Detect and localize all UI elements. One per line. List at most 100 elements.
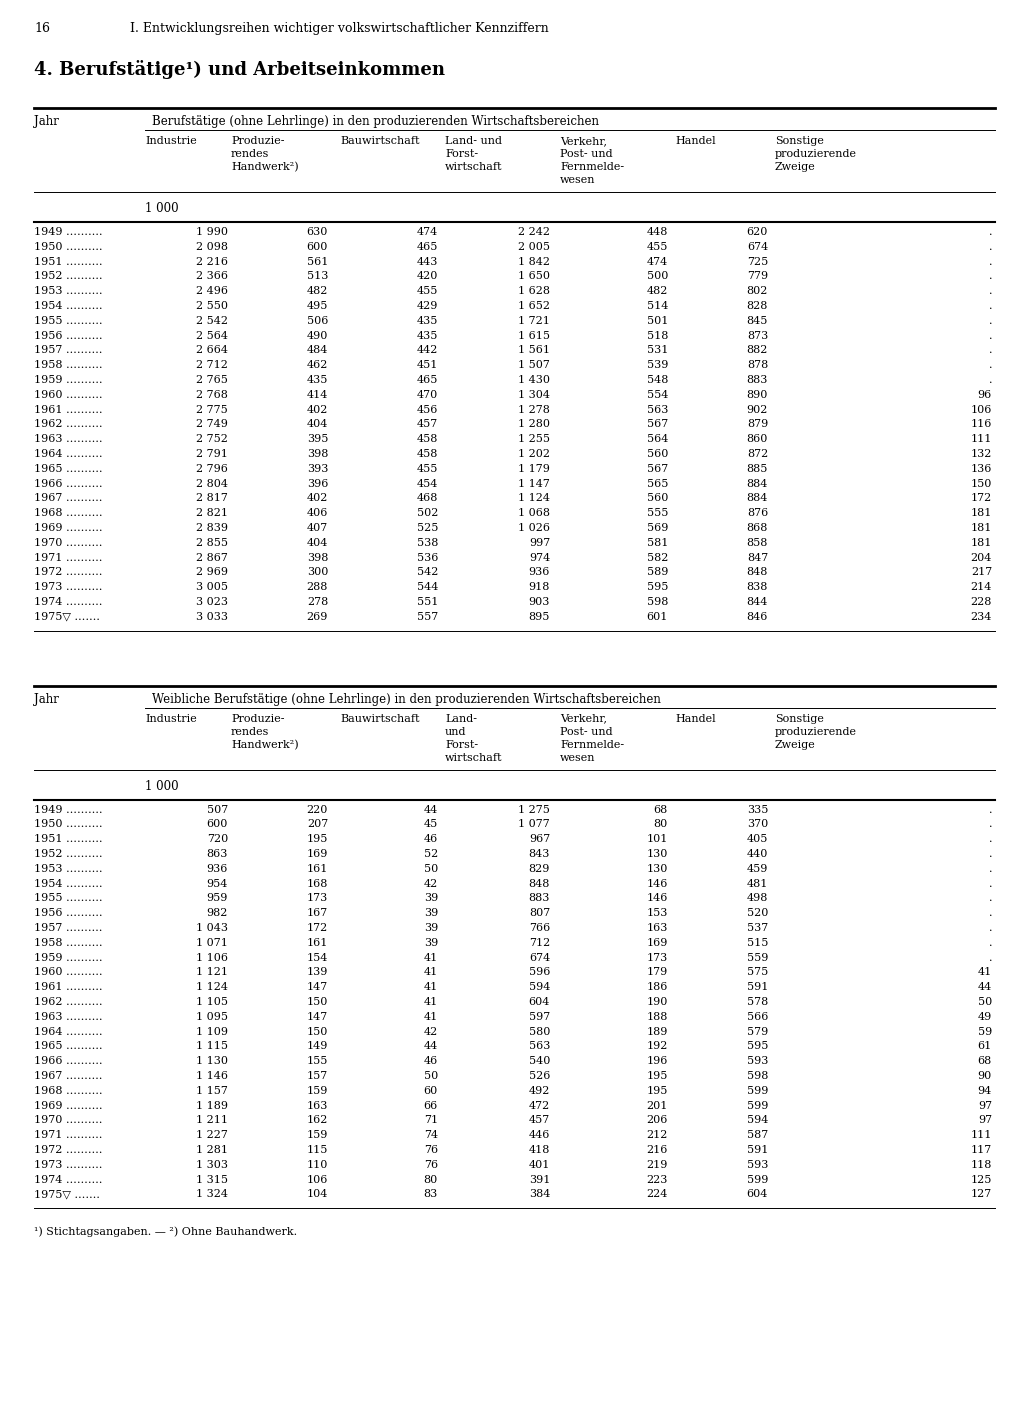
Text: 157: 157 — [307, 1071, 328, 1081]
Text: 520: 520 — [746, 908, 768, 918]
Text: .: . — [988, 242, 992, 252]
Text: 1 561: 1 561 — [518, 345, 550, 355]
Text: 1 304: 1 304 — [518, 389, 550, 400]
Text: 1 652: 1 652 — [518, 301, 550, 311]
Text: 1 278: 1 278 — [518, 405, 550, 415]
Text: 68: 68 — [978, 1056, 992, 1065]
Text: 455: 455 — [417, 464, 438, 474]
Text: 1961 ……….: 1961 ………. — [34, 405, 102, 415]
Text: 1 068: 1 068 — [518, 508, 550, 518]
Text: 599: 599 — [746, 1085, 768, 1095]
Text: 76: 76 — [424, 1160, 438, 1170]
Text: 90: 90 — [978, 1071, 992, 1081]
Text: 863: 863 — [207, 849, 228, 859]
Text: Sonstige: Sonstige — [775, 136, 824, 146]
Text: 414: 414 — [306, 389, 328, 400]
Text: und: und — [445, 726, 467, 737]
Text: 188: 188 — [646, 1012, 668, 1022]
Text: 890: 890 — [746, 389, 768, 400]
Text: 482: 482 — [646, 286, 668, 296]
Text: 599: 599 — [746, 1101, 768, 1111]
Text: .: . — [988, 316, 992, 325]
Text: 468: 468 — [417, 494, 438, 504]
Text: 506: 506 — [306, 316, 328, 325]
Text: 127: 127 — [971, 1190, 992, 1200]
Text: Handwerk²): Handwerk²) — [231, 740, 299, 750]
Text: 404: 404 — [306, 538, 328, 548]
Text: 1973 ……….: 1973 ………. — [34, 1160, 102, 1170]
Text: 1 124: 1 124 — [518, 494, 550, 504]
Text: 42: 42 — [424, 1027, 438, 1037]
Text: 492: 492 — [528, 1085, 550, 1095]
Text: 1 115: 1 115 — [196, 1041, 228, 1051]
Text: 1959 ……….: 1959 ………. — [34, 375, 102, 385]
Text: 106: 106 — [306, 1174, 328, 1184]
Text: 97: 97 — [978, 1115, 992, 1125]
Text: 848: 848 — [746, 567, 768, 577]
Text: 101: 101 — [646, 835, 668, 845]
Text: 1 615: 1 615 — [518, 331, 550, 341]
Text: 2 664: 2 664 — [196, 345, 228, 355]
Text: 2 542: 2 542 — [196, 316, 228, 325]
Text: 598: 598 — [746, 1071, 768, 1081]
Text: 1964 ……….: 1964 ………. — [34, 1027, 102, 1037]
Text: 502: 502 — [417, 508, 438, 518]
Text: 402: 402 — [306, 494, 328, 504]
Text: 1 130: 1 130 — [196, 1056, 228, 1065]
Text: 1972 ……….: 1972 ………. — [34, 567, 102, 577]
Text: 125: 125 — [971, 1174, 992, 1184]
Text: 598: 598 — [646, 597, 668, 607]
Text: 1953 ……….: 1953 ………. — [34, 863, 102, 874]
Text: 1958 ……….: 1958 ………. — [34, 938, 102, 948]
Text: 1 721: 1 721 — [518, 316, 550, 325]
Text: .: . — [988, 256, 992, 266]
Text: 1 000: 1 000 — [145, 780, 178, 792]
Text: 4. Berufstätige¹) und Arbeitseinkommen: 4. Berufstätige¹) und Arbeitseinkommen — [34, 59, 445, 79]
Text: 1960 ……….: 1960 ………. — [34, 968, 102, 978]
Text: 153: 153 — [646, 908, 668, 918]
Text: 212: 212 — [646, 1131, 668, 1140]
Text: 561: 561 — [306, 256, 328, 266]
Text: 1967 ……….: 1967 ………. — [34, 1071, 102, 1081]
Text: 1 105: 1 105 — [196, 998, 228, 1007]
Text: 405: 405 — [746, 835, 768, 845]
Text: wesen: wesen — [560, 175, 596, 185]
Text: 484: 484 — [306, 345, 328, 355]
Text: 872: 872 — [746, 449, 768, 458]
Text: 111: 111 — [971, 1131, 992, 1140]
Text: 181: 181 — [971, 524, 992, 533]
Text: 150: 150 — [306, 1027, 328, 1037]
Text: 1 000: 1 000 — [145, 202, 178, 215]
Text: 828: 828 — [746, 301, 768, 311]
Text: 829: 829 — [528, 863, 550, 874]
Text: 384: 384 — [528, 1190, 550, 1200]
Text: 435: 435 — [417, 316, 438, 325]
Text: 954: 954 — [207, 879, 228, 889]
Text: .: . — [988, 226, 992, 236]
Text: 204: 204 — [971, 553, 992, 563]
Text: Post- und: Post- und — [560, 149, 612, 158]
Text: 587: 587 — [746, 1131, 768, 1140]
Text: 169: 169 — [306, 849, 328, 859]
Text: 540: 540 — [528, 1056, 550, 1065]
Text: 843: 843 — [528, 849, 550, 859]
Text: 526: 526 — [528, 1071, 550, 1081]
Text: 1 650: 1 650 — [518, 272, 550, 282]
Text: 2 098: 2 098 — [196, 242, 228, 252]
Text: 80: 80 — [424, 1174, 438, 1184]
Text: 766: 766 — [528, 923, 550, 932]
Text: 224: 224 — [646, 1190, 668, 1200]
Text: 1949 ……….: 1949 ………. — [34, 805, 102, 815]
Text: 936: 936 — [528, 567, 550, 577]
Text: 181: 181 — [971, 508, 992, 518]
Text: 560: 560 — [646, 494, 668, 504]
Text: 2 775: 2 775 — [197, 405, 228, 415]
Text: I. Entwicklungsreihen wichtiger volkswirtschaftlicher Kennziffern: I. Entwicklungsreihen wichtiger volkswir… — [130, 23, 549, 35]
Text: 1955 ……….: 1955 ………. — [34, 316, 102, 325]
Text: wirtschaft: wirtschaft — [445, 753, 503, 763]
Text: 106: 106 — [971, 405, 992, 415]
Text: 190: 190 — [646, 998, 668, 1007]
Text: Fernmelde-: Fernmelde- — [560, 740, 624, 750]
Text: 195: 195 — [646, 1071, 668, 1081]
Text: 195: 195 — [306, 835, 328, 845]
